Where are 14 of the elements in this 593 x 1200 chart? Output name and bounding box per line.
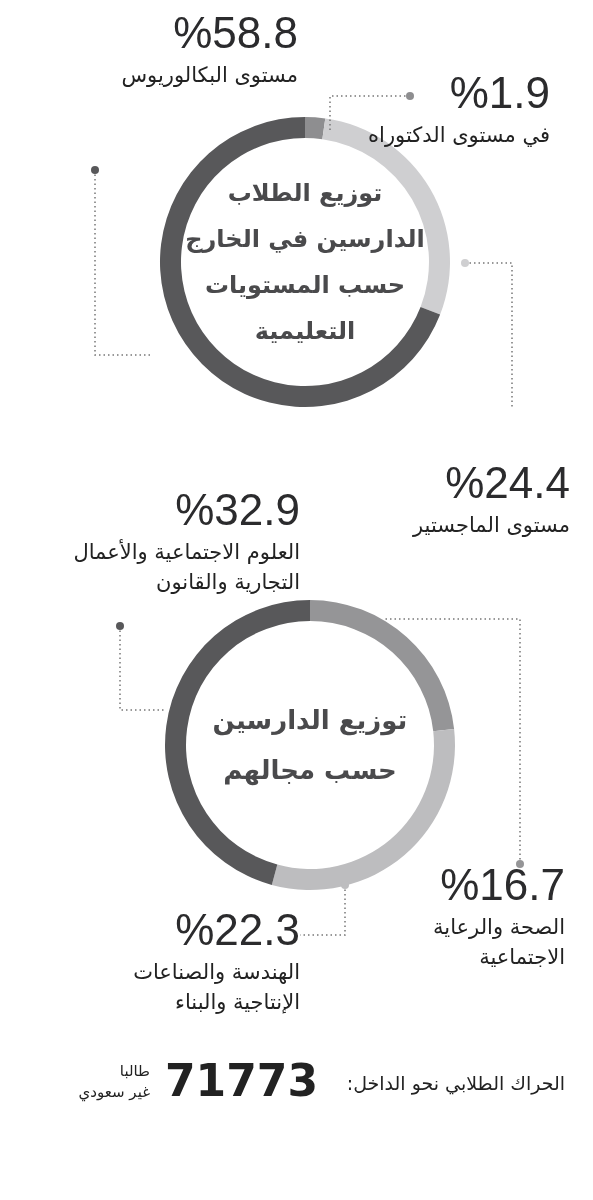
data-label: %58.8	[173, 8, 298, 57]
slice-label: الهندسة والصناعات الإنتاجية والبناء	[133, 960, 300, 1014]
slice-label: العلوم الاجتماعية والأعمال التجارية والقانون	[73, 539, 300, 594]
data-label: %1.9	[449, 68, 550, 117]
slice-label: مستوى الماجستير	[411, 513, 570, 537]
data-label: %22.3	[175, 905, 300, 954]
slice-label: مستوى البكالوريوس	[121, 63, 298, 87]
data-label: %24.4	[445, 458, 570, 507]
data-label: %16.7	[440, 860, 565, 909]
text: توزيع الدارسين حسب مجالهم	[212, 705, 408, 787]
legend-label: في مستوى الدكتوراه	[368, 123, 550, 147]
text: توزيع الطلاب الدارسين في الخارج حسب المستويات التعليمية	[185, 179, 425, 346]
data-label: %32.9	[175, 485, 300, 534]
slice-label: الصحة والرعاية الاجتماعية	[433, 915, 565, 969]
